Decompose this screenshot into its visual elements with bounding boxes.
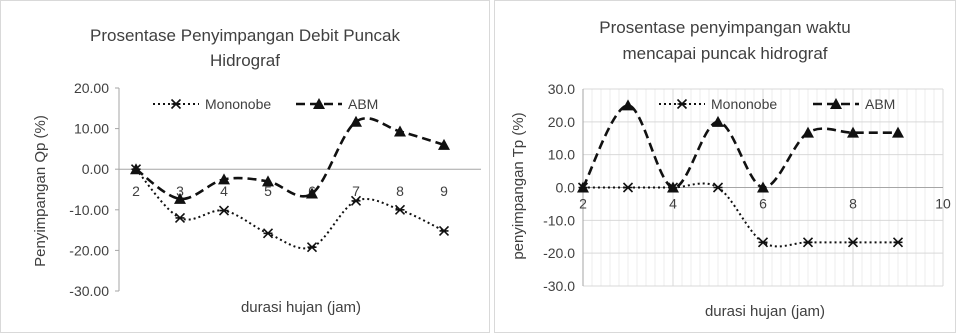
- data-point-abm: [577, 181, 589, 193]
- legend-marker-mononobe: [676, 98, 688, 110]
- data-point-abm: [130, 163, 142, 175]
- y-tick-label: -30.00: [69, 283, 109, 299]
- data-point-abm: [847, 126, 859, 138]
- data-point-abm: [394, 125, 406, 137]
- y-tick-label: -30.0: [543, 278, 575, 294]
- data-point-abm: [667, 181, 679, 193]
- y-tick-label: 20.00: [74, 80, 109, 96]
- x-tick-label: 8: [396, 183, 404, 199]
- y-axis-title: Penyimpangan Qp (%): [32, 115, 49, 267]
- x-tick-label: 4: [669, 196, 677, 212]
- legend-label-mononobe: Mononobe: [205, 96, 271, 112]
- series-line-mononobe: [583, 182, 898, 248]
- x-tick-label: 2: [579, 196, 587, 212]
- data-point-mononobe: [350, 195, 362, 206]
- y-tick-label: 10.00: [74, 121, 109, 137]
- data-point-mononobe: [174, 212, 186, 223]
- data-point-abm: [306, 187, 318, 199]
- chart-qp: 20.0010.000.00-10.00-20.00-30.0023456789…: [32, 80, 481, 316]
- y-axis-title: penyimpangan Tp (%): [510, 112, 527, 259]
- data-point-mononobe: [847, 237, 859, 248]
- legend-label-mononobe: Mononobe: [711, 96, 777, 112]
- data-point-abm: [622, 99, 634, 111]
- data-point-mononobe: [218, 205, 230, 216]
- data-point-mononobe: [306, 242, 318, 253]
- data-point-mononobe: [438, 225, 450, 236]
- legend-marker-mononobe: [170, 98, 182, 110]
- data-point-mononobe: [712, 182, 724, 193]
- data-point-mononobe: [802, 237, 814, 248]
- data-point-mononobe: [622, 182, 634, 193]
- data-point-mononobe: [757, 237, 769, 248]
- legend-label-abm: ABM: [348, 96, 378, 112]
- x-tick-label: 2: [132, 183, 140, 199]
- x-axis-title: durasi hujan (jam): [241, 299, 361, 316]
- series-line-abm: [135, 117, 445, 201]
- chart-panel-tp: Prosentase penyimpangan waktu mencapai p…: [494, 0, 956, 333]
- x-tick-label: 10: [935, 196, 951, 212]
- chart-panel-qp: Prosentase Penyimpangan Debit Puncak Hid…: [0, 0, 490, 333]
- y-tick-label: 20.0: [548, 114, 575, 130]
- y-tick-label: -10.00: [69, 202, 109, 218]
- chart-tp: 30.0 20.0 10.0 0.0 -10.0 -20.0 -30.0 2 4 6 8 10 dura…: [510, 81, 951, 320]
- data-point-mononobe: [892, 237, 904, 248]
- series-line-abm: [581, 104, 898, 189]
- data-point-abm: [438, 138, 450, 150]
- data-point-abm: [802, 126, 814, 138]
- y-tick-label: 30.0: [548, 81, 575, 97]
- y-tick-label: -10.0: [543, 212, 575, 228]
- y-tick-label: 0.00: [82, 161, 109, 177]
- data-point-mononobe: [394, 204, 406, 215]
- data-point-abm: [757, 181, 769, 193]
- legend-label-abm: ABM: [865, 96, 895, 112]
- data-point-abm: [350, 115, 362, 127]
- data-point-abm: [712, 115, 724, 127]
- y-tick-label: -20.00: [69, 242, 109, 258]
- data-point-abm: [262, 175, 274, 187]
- x-tick-label: 3: [176, 183, 184, 199]
- chart-title-line2: Hidrograf: [210, 51, 280, 70]
- x-tick-label: 7: [352, 183, 360, 199]
- y-tick-label: 10.0: [548, 147, 575, 163]
- series-line-mononobe: [135, 168, 445, 250]
- chart-title-line1: Prosentase Penyimpangan Debit Puncak: [90, 26, 400, 45]
- data-point-abm: [174, 192, 186, 204]
- x-axis-title: durasi hujan (jam): [705, 303, 825, 320]
- data-point-abm: [892, 126, 904, 138]
- legend-marker-abm: [830, 98, 842, 109]
- x-tick-label: 9: [440, 183, 448, 199]
- x-tick-label: 5: [264, 183, 272, 199]
- legend-marker-abm: [313, 98, 325, 109]
- y-tick-label: 0.0: [556, 180, 576, 196]
- y-tick-label: -20.0: [543, 245, 575, 261]
- data-point-abm: [218, 173, 230, 185]
- data-point-mononobe: [262, 228, 274, 239]
- x-tick-label: 4: [220, 183, 228, 199]
- x-tick-label: 6: [759, 196, 767, 212]
- chart-title-line1: Prosentase penyimpangan waktu: [599, 18, 851, 37]
- x-tick-label: 8: [849, 196, 857, 212]
- chart-title-line2: mencapai puncak hidrograf: [622, 44, 828, 63]
